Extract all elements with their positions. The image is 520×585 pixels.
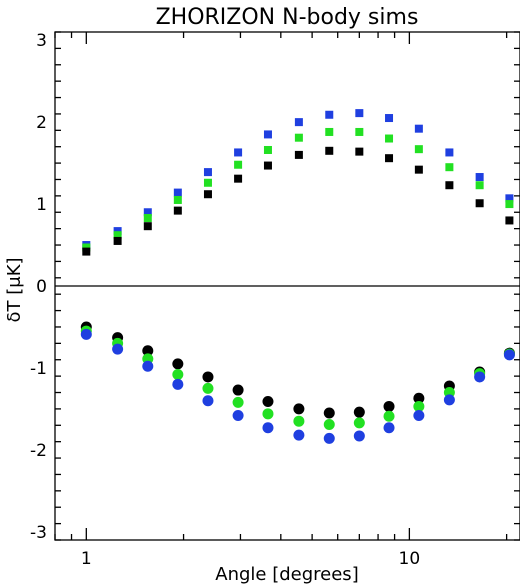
data-point-circle: [112, 343, 124, 355]
data-point-square: [475, 181, 484, 190]
data-point-square: [234, 148, 243, 157]
data-point-circle: [80, 328, 92, 340]
data-point-square: [143, 222, 152, 231]
data-point-square: [173, 188, 182, 197]
data-point-circle: [172, 368, 184, 380]
data-point-square: [203, 168, 212, 177]
data-points: [80, 109, 515, 444]
data-point-square: [325, 146, 334, 155]
data-point-square: [234, 160, 243, 169]
data-point-square: [234, 174, 243, 183]
x-tick-label: 10: [399, 549, 421, 569]
data-point-circle: [383, 422, 395, 434]
data-point-square: [385, 134, 394, 143]
data-point-square: [414, 165, 423, 174]
data-point-circle: [443, 394, 455, 406]
data-point-circle: [172, 378, 184, 390]
data-point-circle: [232, 384, 244, 396]
data-point-square: [355, 127, 364, 136]
data-point-square: [445, 181, 454, 190]
data-point-circle: [142, 345, 154, 357]
data-point-circle: [293, 415, 305, 427]
data-point-square: [82, 247, 91, 256]
data-point-square: [505, 216, 514, 225]
data-point-circle: [474, 371, 486, 383]
data-point-square: [173, 195, 182, 204]
data-point-square: [113, 231, 122, 240]
chart-title: ZHORIZON N-body sims: [156, 5, 419, 30]
data-point-circle: [323, 418, 335, 430]
data-point-circle: [293, 429, 305, 441]
data-point-square: [294, 150, 303, 159]
data-point-square: [475, 173, 484, 182]
data-point-circle: [202, 371, 214, 383]
data-point-square: [82, 243, 91, 252]
data-point-square: [173, 206, 182, 215]
data-point-circle: [383, 400, 395, 412]
data-point-circle: [323, 432, 335, 444]
data-point-square: [294, 118, 303, 127]
data-point-square: [325, 127, 334, 136]
data-point-circle: [413, 400, 425, 412]
data-point-circle: [142, 360, 154, 372]
data-point-square: [325, 110, 334, 119]
data-point-square: [113, 227, 122, 236]
data-point-circle: [353, 430, 365, 442]
data-point-square: [475, 199, 484, 208]
data-point-square: [263, 145, 272, 154]
data-point-square: [445, 163, 454, 172]
data-point-circle: [353, 417, 365, 429]
data-point-square: [445, 148, 454, 157]
data-point-circle: [323, 407, 335, 419]
data-point-square: [263, 130, 272, 139]
data-point-square: [385, 154, 394, 163]
data-point-square: [355, 109, 364, 118]
data-point-square: [355, 147, 364, 156]
data-point-circle: [413, 392, 425, 404]
data-point-square: [505, 194, 514, 203]
axis-ticks: -3 -2 -1 0 1 2 3 1 10: [30, 31, 520, 569]
data-point-square: [203, 178, 212, 187]
data-point-square: [113, 236, 122, 245]
data-point-square: [414, 145, 423, 154]
data-point-square: [294, 133, 303, 142]
y-tick-label: -1: [30, 359, 47, 379]
data-point-square: [203, 190, 212, 199]
data-point-circle: [262, 408, 274, 420]
data-point-circle: [202, 395, 214, 407]
x-axis-label: Angle [degrees]: [215, 564, 358, 585]
data-point-circle: [262, 396, 274, 408]
y-tick-label: 2: [36, 113, 47, 133]
y-tick-label: 0: [36, 277, 47, 297]
data-point-circle: [202, 382, 214, 394]
data-point-circle: [503, 349, 515, 361]
data-point-square: [143, 213, 152, 222]
y-tick-label: -2: [30, 441, 47, 461]
data-point-square: [385, 114, 394, 123]
data-point-square: [143, 208, 152, 217]
data-point-square: [414, 124, 423, 133]
y-axis-label: δT [μK]: [4, 257, 25, 322]
data-point-circle: [293, 403, 305, 415]
data-point-circle: [232, 396, 244, 408]
data-point-circle: [262, 422, 274, 434]
y-tick-label: 1: [36, 195, 47, 215]
y-tick-label: 3: [36, 31, 47, 51]
x-tick-label: 1: [81, 549, 92, 569]
data-point-circle: [353, 406, 365, 418]
y-tick-label: -3: [30, 523, 47, 543]
data-point-square: [263, 161, 272, 170]
data-point-square: [505, 200, 514, 209]
data-point-circle: [172, 358, 184, 370]
data-point-circle: [413, 409, 425, 421]
data-point-circle: [232, 409, 244, 421]
data-point-circle: [383, 410, 395, 422]
